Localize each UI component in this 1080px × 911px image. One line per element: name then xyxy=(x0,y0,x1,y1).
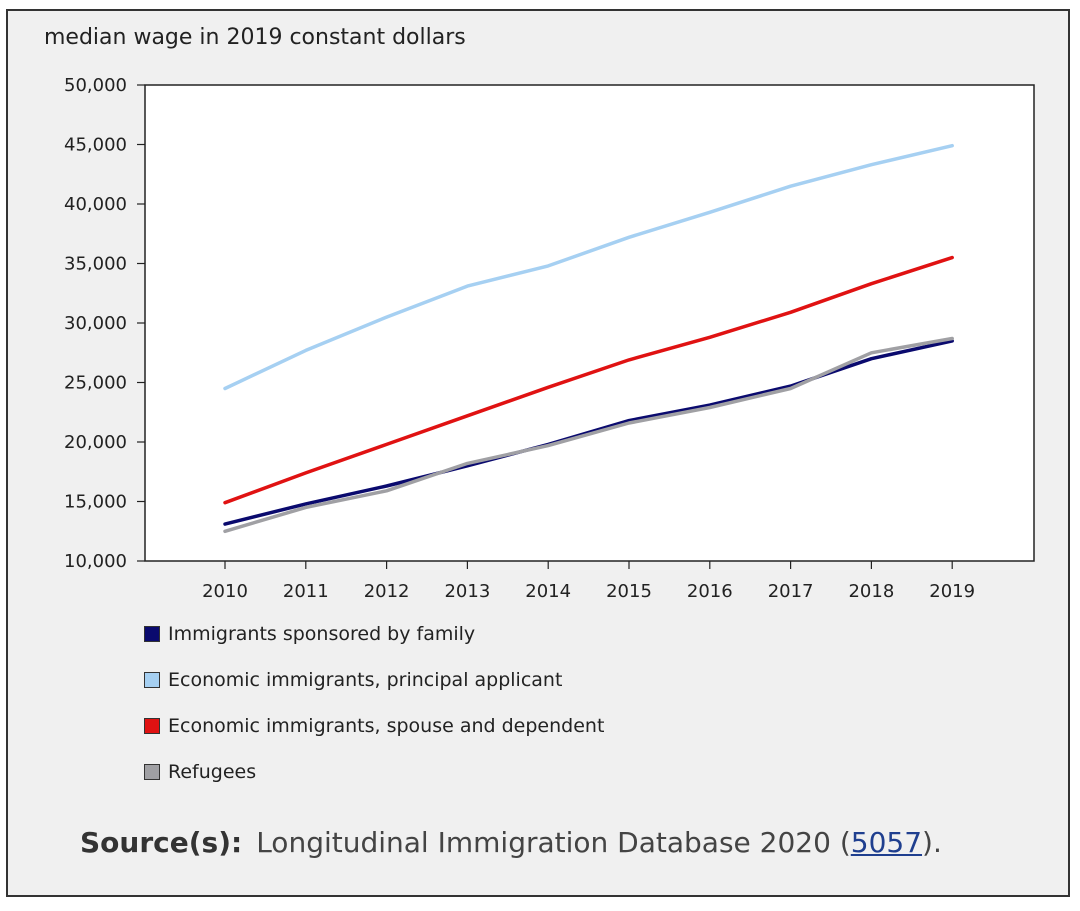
x-tick-label: 2016 xyxy=(687,581,733,602)
legend-label-principal-applicant: Economic immigrants, principal applicant xyxy=(168,669,563,691)
y-tick-label: 50,000 xyxy=(64,75,127,96)
source-text: Longitudinal Immigration Database 2020 ( xyxy=(256,826,851,859)
legend-item-spouse-dependent: Economic immigrants, spouse and dependen… xyxy=(144,712,604,740)
legend: Immigrants sponsored by family Economic … xyxy=(144,620,604,804)
source-title: Source(s): xyxy=(80,826,243,859)
legend-label-refugees: Refugees xyxy=(168,761,257,783)
plot-area xyxy=(144,84,1035,562)
series-line-refugees xyxy=(223,336,954,534)
y-axis-label: median wage in 2019 constant dollars xyxy=(44,25,466,50)
legend-swatch-refugees xyxy=(144,764,160,780)
x-tick-label: 2013 xyxy=(444,581,490,602)
x-tick-label: 2017 xyxy=(768,581,814,602)
legend-label-family: Immigrants sponsored by family xyxy=(168,623,476,645)
legend-swatch-spouse-dependent xyxy=(144,718,160,734)
source-suffix: ). xyxy=(922,826,942,859)
y-tick-label: 25,000 xyxy=(64,373,127,394)
x-tick-label: 2011 xyxy=(283,581,329,602)
series-line-spouse-dependent xyxy=(223,255,954,505)
legend-swatch-family xyxy=(144,626,160,642)
y-tick-label: 35,000 xyxy=(64,254,127,275)
legend-swatch-principal-applicant xyxy=(144,672,160,688)
x-tick-label: 2015 xyxy=(606,581,652,602)
x-tick-label: 2014 xyxy=(525,581,571,602)
y-tick-label: 40,000 xyxy=(64,194,127,215)
x-tick-label: 2010 xyxy=(202,581,248,602)
x-tick-label: 2018 xyxy=(848,581,894,602)
y-tick-label: 30,000 xyxy=(64,313,127,334)
x-tick-label: 2012 xyxy=(364,581,410,602)
legend-item-refugees: Refugees xyxy=(144,758,604,786)
legend-item-principal-applicant: Economic immigrants, principal applicant xyxy=(144,666,604,694)
series-line-principal-applicant xyxy=(223,143,954,391)
x-tick-label: 2019 xyxy=(929,581,975,602)
source-link[interactable]: 5057 xyxy=(850,826,923,859)
y-tick-label: 45,000 xyxy=(64,135,127,156)
y-tick-label: 20,000 xyxy=(64,432,127,453)
legend-label-spouse-dependent: Economic immigrants, spouse and dependen… xyxy=(168,715,605,737)
legend-item-family: Immigrants sponsored by family xyxy=(144,620,604,648)
y-tick-label: 15,000 xyxy=(64,492,127,513)
source-note: Source(s): Longitudinal Immigration Datab… xyxy=(80,826,942,859)
y-tick-label: 10,000 xyxy=(64,551,127,572)
